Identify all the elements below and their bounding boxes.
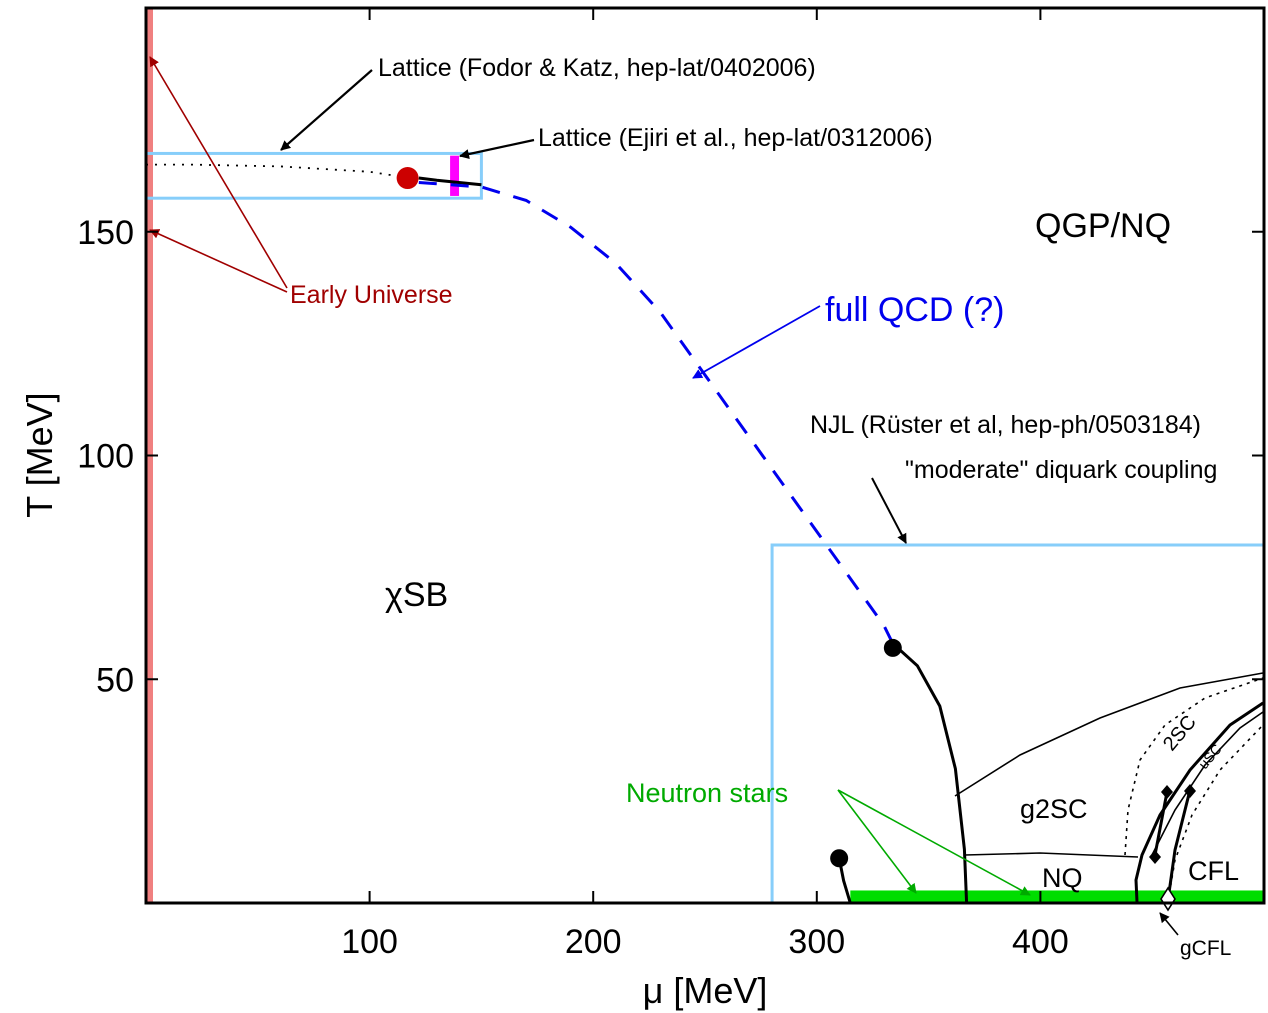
marker-1 — [1161, 785, 1173, 799]
series-layer — [146, 163, 969, 904]
region-2sc: 2SC — [1159, 711, 1201, 755]
points-layer — [396, 167, 902, 868]
arrow-neutron-stars-1 — [837, 789, 917, 894]
cfl-boundary — [1134, 701, 1264, 903]
y-tick-label-100: 100 — [77, 438, 134, 476]
marker-2 — [1184, 784, 1196, 798]
annotation-early-universe: Early Universe — [290, 281, 453, 309]
region-nq: NQ — [1042, 863, 1083, 893]
series-line-dashed-2 — [418, 181, 895, 645]
ticks-layer: 100 200 300 400 50 100 150 — [77, 8, 1264, 961]
usc-boundary — [1151, 711, 1264, 856]
njl-phase-lines — [954, 672, 1264, 912]
neutron-stars-band — [850, 890, 1264, 903]
arrow-njl — [871, 477, 907, 544]
series-line-solid-3 — [891, 642, 969, 904]
region-cfl: CFL — [1188, 856, 1239, 886]
series-line-solid-1 — [418, 176, 482, 187]
lattice-fodor-katz-box — [144, 151, 483, 200]
annotation-fodor-katz: Lattice (Fodor & Katz, hep-lat/0402006) — [378, 54, 816, 82]
x-tick-label-300: 300 — [788, 923, 845, 961]
y-tick-label-50: 50 — [96, 661, 134, 699]
region-usc: uSC — [1195, 741, 1225, 772]
dotted-boundary-1 — [1167, 724, 1264, 903]
critical-point-1 — [883, 638, 902, 657]
x-tick-label-400: 400 — [1012, 923, 1069, 961]
g2sc-upper-boundary — [954, 672, 1264, 797]
arrow-ejiri — [459, 138, 535, 159]
annotation-arrows — [149, 56, 1179, 936]
annotation-ejiri: Lattice (Ejiri et al., hep-lat/0312006) — [538, 124, 933, 152]
arrow-early-universe-1 — [149, 56, 288, 289]
arrow-gcfl — [1159, 912, 1179, 936]
nq-g2sc-boundary — [964, 852, 1139, 858]
annotation-full-qcd: full QCD (?) — [825, 291, 1004, 329]
region-chisb: χSB — [385, 576, 448, 614]
y-tick-label-150: 150 — [77, 214, 134, 252]
annotation-neutron-stars: Neutron stars — [626, 778, 788, 808]
annotation-njl-line2: "moderate" diquark coupling — [905, 456, 1217, 484]
arrow-neutron-stars-2 — [837, 789, 1031, 896]
region-g2sc: g2SC — [1020, 794, 1088, 824]
x-axis-label: μ [MeV] — [643, 970, 768, 1011]
x-tick-label-100: 100 — [341, 923, 398, 961]
region-qgp: QGP/NQ — [1035, 207, 1171, 245]
arrow-fodor-katz — [280, 69, 373, 151]
arrow-full-qcd — [692, 305, 821, 379]
x-tick-label-200: 200 — [565, 923, 622, 961]
y-axis-label: T [MeV] — [19, 392, 60, 517]
critical-point-2 — [830, 849, 849, 868]
marker-3 — [1149, 850, 1161, 864]
annotation-gcfl: gCFL — [1180, 937, 1231, 960]
annotation-njl-line1: NJL (Rüster et al, hep-ph/0503184) — [810, 411, 1201, 439]
arrow-early-universe-2 — [149, 229, 288, 293]
series-line-dotted-0 — [146, 163, 410, 179]
lattice-ejiri-bar — [450, 155, 460, 196]
njl-box — [770, 543, 1264, 903]
critical-point-lattice — [396, 167, 419, 190]
